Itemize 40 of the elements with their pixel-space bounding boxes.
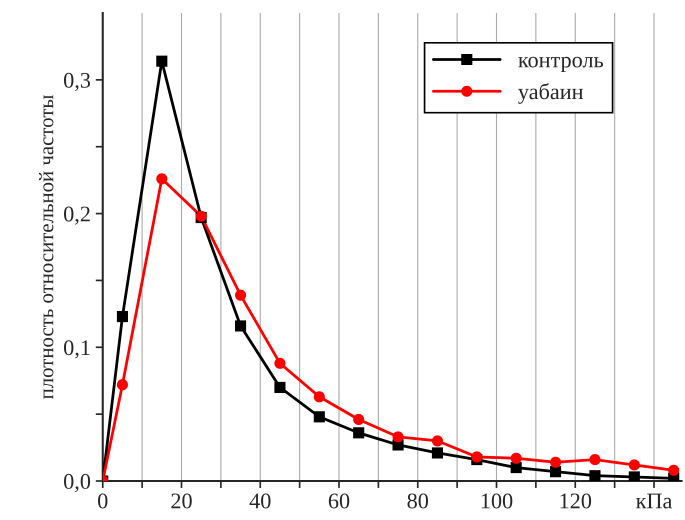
point [432,435,443,446]
x-tick-label: 120 [560,493,592,508]
x-tick-label: 0 [98,493,108,508]
x-tick-label: 20 [171,493,192,508]
y-tick-label: 0,1 [64,340,90,358]
point [353,427,364,438]
point [156,56,168,67]
x-tick-label: 60 [328,493,350,508]
point [628,459,640,471]
point [235,290,246,301]
point [116,379,128,390]
point [314,411,325,422]
point [353,414,364,426]
point [589,470,601,481]
legend-label: контроль [518,56,604,72]
point [314,391,325,402]
point [550,466,562,478]
y-tick-label: 0,3 [64,72,90,91]
x-tick-label: кПа [636,494,672,508]
point [510,452,522,464]
point [628,471,640,481]
point [550,456,562,468]
point [589,454,601,466]
x-tick-label: 100 [482,493,512,508]
point [510,462,522,474]
point [471,451,482,462]
point [392,431,404,442]
point [235,320,246,332]
point [432,447,443,458]
point [274,358,286,369]
point [274,382,286,393]
y-tick-label: 0,0 [64,474,90,492]
point [668,464,680,476]
point [116,310,128,322]
y-axis-title: плотность относительной частоты [38,95,54,400]
y-tick-label: 0,2 [64,206,90,225]
legend-label: уабаин [518,83,584,104]
point [156,173,168,184]
x-tick-label: 80 [407,493,428,508]
x-tick-label: 40 [250,493,271,508]
